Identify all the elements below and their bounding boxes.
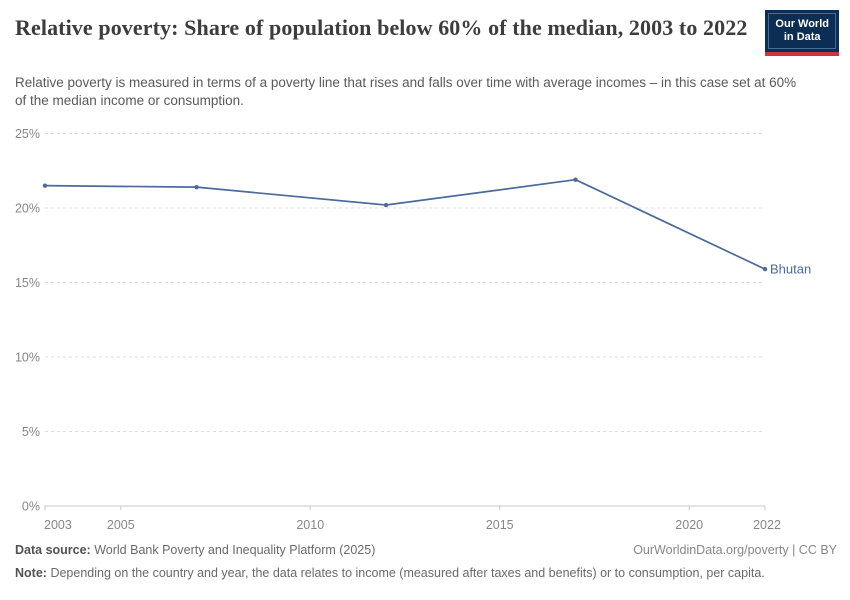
data-source-text: World Bank Poverty and Inequality Platfo…	[94, 543, 376, 557]
note-text: Depending on the country and year, the d…	[50, 566, 765, 580]
note: Note: Depending on the country and year,…	[15, 566, 837, 580]
chart-footer: Data source: World Bank Poverty and Ineq…	[15, 543, 837, 580]
data-point-2003	[42, 183, 48, 188]
data-source-label: Data source:	[15, 543, 91, 557]
owid-logo-line2: in Data	[783, 31, 821, 43]
owid-logo-line1: Our World	[775, 18, 829, 30]
y-tick-label-5: 5%	[22, 425, 40, 439]
data-point-2012	[383, 202, 389, 208]
attribution-link[interactable]: OurWorldinData.org/poverty	[633, 543, 789, 557]
data-line-bhutan	[44, 178, 766, 270]
y-tick-label-20: 20%	[15, 202, 40, 216]
data-point-2017	[573, 177, 578, 182]
data-point-2022	[762, 266, 768, 272]
x-tick-label-2003: 2003	[44, 518, 72, 532]
x-tick-label-2010: 2010	[296, 518, 324, 532]
y-tick-label-10: 10%	[15, 351, 40, 365]
chart-subtitle: Relative poverty is measured in terms of…	[15, 75, 797, 108]
chart-title: Relative poverty: Share of population be…	[15, 15, 748, 40]
owid-logo: Our World in Data	[765, 10, 839, 56]
x-tick-label-2020: 2020	[675, 518, 703, 532]
x-tick-label-2022: 2022	[753, 518, 781, 532]
y-tick-label-25: 25%	[15, 127, 40, 141]
data-source: Data source: World Bank Poverty and Ineq…	[15, 543, 375, 557]
plot-area: 0% 5% 10% 15% 20% 25% 2003 2005 2010 2015 2020 2022…	[0, 120, 850, 540]
data-point-2007	[194, 184, 199, 190]
x-tick-label-2005: 2005	[107, 518, 135, 532]
y-tick-label-0: 0%	[22, 500, 40, 514]
attribution: OurWorldinData.org/poverty | CC BY	[633, 543, 837, 557]
y-tick-label-15: 15%	[15, 276, 40, 290]
owid-logo-text: Our World in Data	[768, 13, 836, 49]
attribution-license: | CC BY	[788, 543, 837, 557]
series-label-bhutan: Bhutan	[770, 262, 811, 277]
x-tick-label-2015: 2015	[486, 518, 514, 532]
note-label: Note:	[15, 566, 47, 580]
line-chart: 0% 5% 10% 15% 20% 25% 2003 2005 2010 2015 2020 2022…	[15, 127, 811, 532]
